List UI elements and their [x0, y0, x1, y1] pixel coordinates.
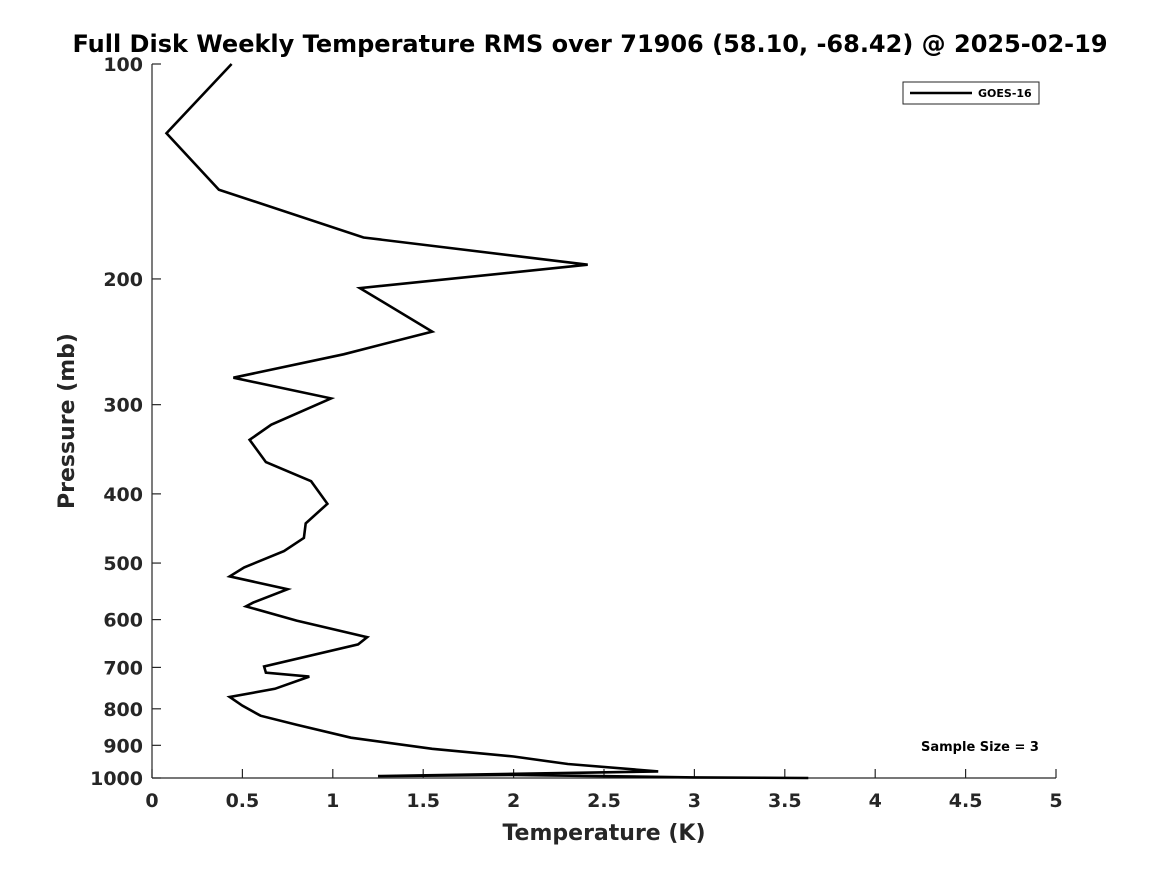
x-axis-label: Temperature (K)	[502, 821, 705, 846]
legend: GOES-16	[902, 81, 1040, 105]
chart-title: Full Disk Weekly Temperature RMS over 71…	[72, 30, 1107, 58]
x-tick-label: 1	[326, 790, 339, 812]
y-tick-label: 400	[103, 484, 143, 506]
x-tick-label: 0	[145, 790, 158, 812]
y-tick-label: 800	[103, 699, 143, 721]
y-tick-label: 500	[103, 553, 143, 575]
x-tick-label: 3.5	[768, 790, 802, 812]
y-tick-label: 300	[103, 395, 143, 417]
sample-size-annotation: Sample Size = 3	[921, 740, 1039, 755]
x-tick-label: 2	[507, 790, 520, 812]
y-tick-label: 600	[103, 610, 143, 632]
x-tick-label: 5	[1049, 790, 1062, 812]
x-tick-label: 2.5	[587, 790, 621, 812]
plot-area	[152, 64, 1056, 778]
y-axis-label: Pressure (mb)	[55, 333, 80, 509]
y-tick-label: 100	[103, 54, 143, 76]
y-tick-label: 700	[103, 657, 143, 679]
series-line-goes-16	[164, 63, 809, 780]
y-tick-label: 200	[103, 269, 143, 291]
x-tick-label: 1.5	[406, 790, 440, 812]
y-axis-ticks: 100 200 300 400 500 600 700 800 900 1000	[90, 54, 161, 790]
legend-label: GOES-16	[978, 87, 1032, 100]
x-axis-ticks: 0 0.5 1 1.5 2 2.5 3 3.5 4 4.5 5	[145, 769, 1063, 812]
x-tick-label: 4	[869, 790, 882, 812]
y-tick-label: 1000	[90, 768, 143, 790]
x-tick-label: 0.5	[226, 790, 260, 812]
x-tick-label: 3	[688, 790, 701, 812]
y-tick-label: 900	[103, 735, 143, 757]
x-tick-label: 4.5	[949, 790, 983, 812]
